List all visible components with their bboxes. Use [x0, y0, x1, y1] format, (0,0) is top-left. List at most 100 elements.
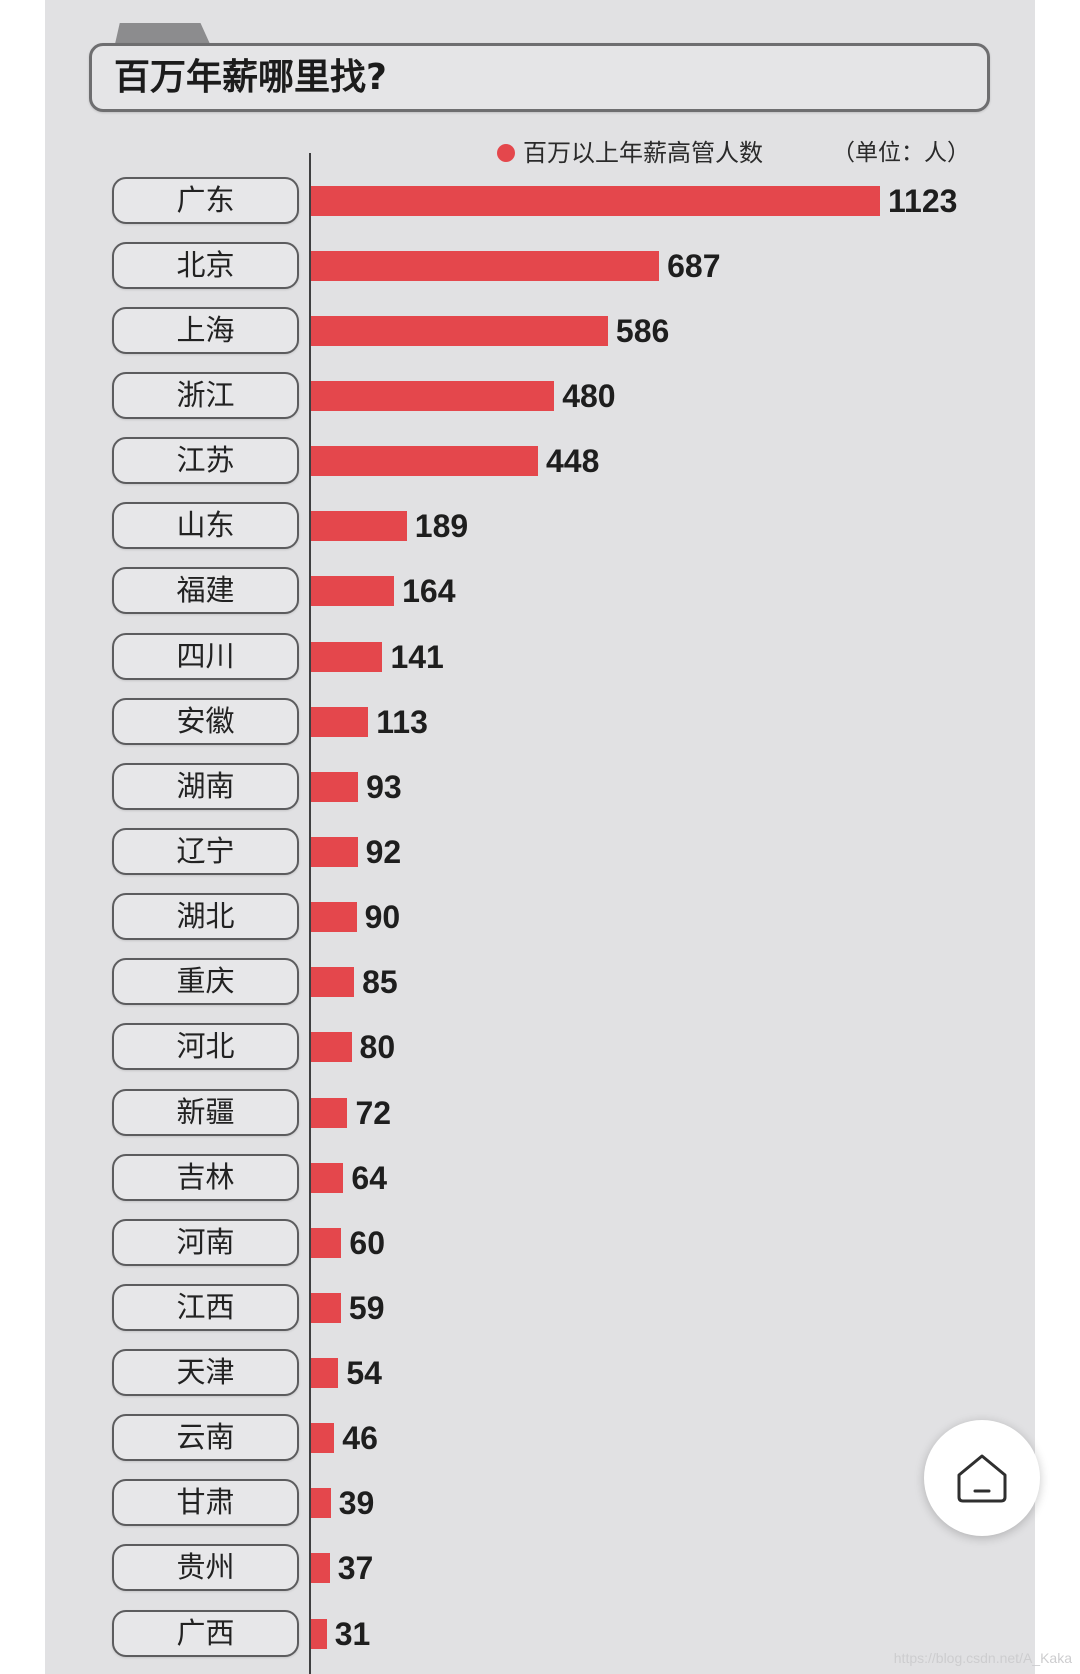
category-label: 浙江 — [112, 372, 299, 420]
legend-label: 百万以上年薪高管人数 — [523, 139, 763, 167]
category-label: 山东 — [112, 502, 299, 550]
chart-bar — [311, 576, 395, 607]
bar-value-label: 448 — [546, 443, 600, 480]
bar-value-label: 687 — [667, 247, 721, 284]
chart-bar — [311, 1032, 352, 1063]
bar-value-label: 39 — [338, 1485, 375, 1522]
category-label: 湖南 — [112, 762, 299, 810]
chart-row: 河南 60 — [0, 1218, 1080, 1267]
bar-value-label: 90 — [364, 899, 401, 936]
bar-value-label: 60 — [349, 1224, 385, 1261]
chart-row: 甘肃 39 — [0, 1479, 1080, 1527]
chart-bar — [311, 967, 355, 998]
category-label: 广东 — [112, 176, 299, 224]
chart-bar — [311, 1488, 331, 1519]
chart-bar — [311, 837, 358, 867]
unit-label: （单位：人） — [832, 140, 970, 166]
chart-bar — [311, 1423, 335, 1454]
chart-row: 四川 141 — [0, 632, 1080, 681]
category-label: 上海 — [112, 306, 299, 354]
category-label: 甘肃 — [112, 1479, 299, 1527]
bar-value-label: 1123 — [888, 182, 958, 219]
chart-row: 江西 59 — [0, 1283, 1080, 1332]
category-label: 北京 — [112, 241, 299, 289]
bar-value-label: 480 — [562, 378, 616, 415]
category-label: 天津 — [112, 1349, 299, 1397]
chart-row: 广东 1123 — [0, 176, 1080, 225]
category-label: 贵州 — [112, 1544, 299, 1592]
watermark-text: https://blog.csdn.net/A_Kaka — [893, 1650, 1072, 1666]
bar-value-label: 59 — [348, 1289, 385, 1326]
chart-row: 广西 31 — [0, 1609, 1080, 1658]
category-label: 广西 — [112, 1609, 299, 1657]
bar-value-label: 93 — [366, 768, 402, 805]
chart-bar — [311, 1553, 330, 1584]
chart-bar — [311, 1292, 341, 1323]
chart-bar — [311, 1097, 348, 1128]
chart-bar — [311, 511, 407, 542]
category-label: 重庆 — [112, 958, 299, 1006]
category-label: 四川 — [112, 632, 299, 680]
chart-row: 辽宁 92 — [0, 828, 1080, 876]
category-label: 新疆 — [112, 1088, 299, 1136]
category-label: 湖北 — [112, 893, 299, 941]
chart-bar — [311, 1358, 339, 1389]
chart-row: 浙江 480 — [0, 372, 1080, 420]
chart-bar — [311, 1227, 342, 1258]
category-label: 福建 — [112, 567, 299, 615]
chart-row: 河北 80 — [0, 1023, 1080, 1071]
category-label: 河南 — [112, 1218, 299, 1266]
title-tab-decoration — [115, 23, 210, 44]
chart-bar — [311, 315, 608, 346]
bar-value-label: 37 — [337, 1550, 374, 1587]
chart-bar — [311, 250, 660, 281]
chart-row: 北京 687 — [0, 241, 1080, 290]
chart-row: 湖北 90 — [0, 893, 1080, 941]
chart-row: 贵州 37 — [0, 1544, 1080, 1592]
category-label: 江西 — [112, 1283, 299, 1331]
chart-bar — [311, 1162, 344, 1193]
chart-row: 吉林 64 — [0, 1153, 1080, 1202]
bar-value-label: 164 — [402, 573, 456, 610]
bar-value-label: 141 — [390, 638, 444, 675]
category-label: 辽宁 — [112, 828, 299, 875]
chart-bar — [311, 902, 357, 933]
category-label: 云南 — [112, 1414, 299, 1462]
chart-row: 福建 164 — [0, 567, 1080, 615]
chart-bar — [311, 185, 881, 216]
chart-row: 天津 54 — [0, 1349, 1080, 1397]
bar-value-label: 92 — [365, 834, 402, 870]
chart-bar — [311, 446, 538, 477]
category-axis-line — [309, 153, 311, 1674]
bar-value-label: 31 — [334, 1615, 371, 1652]
bar-value-label: 80 — [359, 1029, 396, 1066]
chart-bar — [311, 1618, 327, 1649]
category-label: 河北 — [112, 1023, 299, 1071]
chart-row: 新疆 72 — [0, 1088, 1080, 1137]
home-icon — [957, 1454, 1007, 1503]
bar-value-label: 64 — [351, 1159, 388, 1196]
chart-bar — [311, 381, 555, 412]
chart-bar — [311, 641, 383, 672]
chart-row: 山东 189 — [0, 502, 1080, 550]
bar-value-label: 113 — [376, 703, 428, 740]
chart-row: 湖南 93 — [0, 762, 1080, 811]
bar-value-label: 586 — [615, 312, 670, 349]
chart-bar — [311, 706, 369, 737]
category-label: 安徽 — [112, 697, 299, 745]
chart-row: 安徽 113 — [0, 697, 1080, 746]
chart-row: 云南 46 — [0, 1414, 1080, 1462]
bar-value-label: 54 — [346, 1355, 382, 1392]
category-label: 吉林 — [112, 1153, 299, 1201]
chart-row: 重庆 85 — [0, 958, 1080, 1006]
legend-marker — [497, 144, 515, 162]
bar-value-label: 72 — [355, 1094, 392, 1131]
chart-title: 百万年薪哪里找? — [114, 57, 387, 98]
bar-value-label: 189 — [414, 508, 469, 545]
category-label: 江苏 — [112, 437, 299, 485]
bar-value-label: 85 — [362, 964, 398, 1001]
title-box: 百万年薪哪里找? — [89, 43, 990, 112]
home-button[interactable] — [924, 1420, 1040, 1536]
bar-value-label: 46 — [342, 1420, 378, 1457]
